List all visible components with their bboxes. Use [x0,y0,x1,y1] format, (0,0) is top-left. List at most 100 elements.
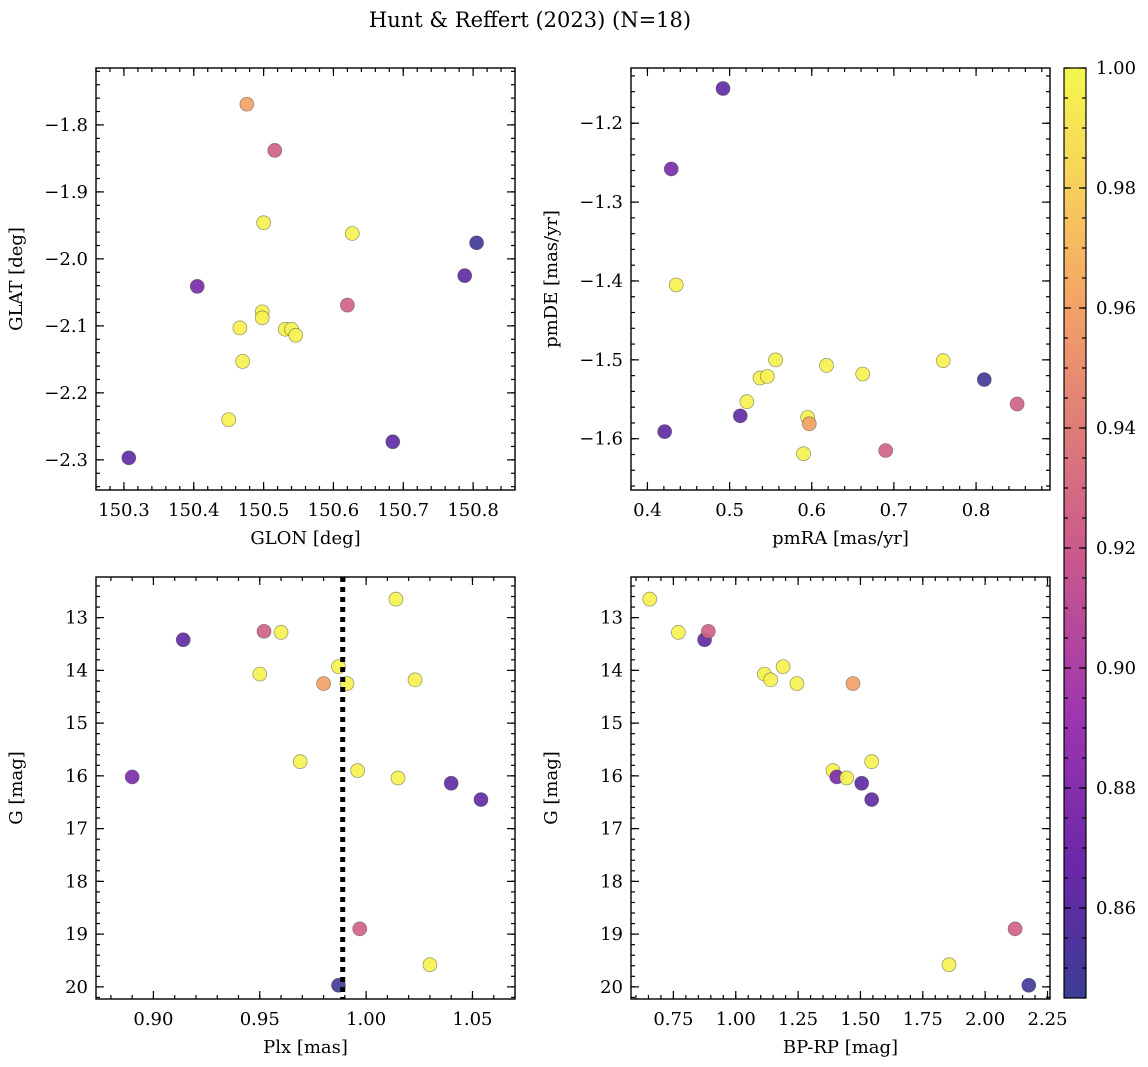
data-point [124,769,140,785]
x-tick-label: 150.8 [447,500,499,521]
y-tick-label: 14 [65,660,88,681]
data-point [344,226,360,241]
colorbar-tick-label: 0.86 [1096,898,1136,919]
colorbar-tick-label: 0.98 [1096,178,1136,199]
data-point [273,625,289,640]
data-point [316,676,331,691]
x-tick-label: 1.50 [840,1009,880,1030]
x-tick-label: 0.75 [653,1009,693,1030]
panel-glon-glat: 150.3 150.4 150.5 150.6 150.7 150.8 −1.8 −1.9 −2… [6,67,516,549]
colorbar-tick-label: 0.96 [1096,298,1136,319]
x-tick-label: 0.6 [797,500,826,521]
data-point [760,369,775,384]
x-tick-label: 0.8 [962,500,991,521]
data-point [941,957,957,973]
x-tick-label: 1.75 [903,1009,943,1030]
x-tick-label: 150.4 [168,500,220,521]
y-tick-label: −2.2 [44,383,88,404]
y-tick-label: −1.5 [579,350,623,371]
data-point [935,353,951,368]
data-point [388,591,404,607]
y-tick-label: 17 [600,819,623,840]
data-point [469,235,484,251]
data-point [175,632,191,648]
y-tick-label: 16 [600,766,623,787]
colorbar-gradient [1063,67,1087,999]
panel-pmra-pmde: 0.4 0.5 0.6 0.7 0.8 −1.2 −1.3 −1.4 −1.5 −1.6 pmRA … [541,67,1051,549]
y-tick-label: 15 [600,713,623,734]
y-tick-label: −1.8 [44,115,88,136]
data-point [839,770,855,786]
data-point [657,424,673,439]
x-tick-label: 150.6 [308,500,360,521]
axes-frame [630,67,1051,491]
figure-title: Hunt & Reffert (2023) (N=18) [369,8,691,32]
y-tick-label: −1.4 [579,271,623,292]
y-tick-label: 18 [65,871,88,892]
x-axis-label: GLON [deg] [250,528,360,549]
y-tick-label: −1.6 [579,429,623,450]
data-point [443,775,459,791]
data-point [1007,921,1023,937]
axes-frame [95,576,516,1000]
data-point [789,676,805,691]
data-point [819,358,834,373]
data-point [350,763,365,778]
y-tick-label: 13 [600,608,623,629]
y-tick-label: 19 [600,924,623,945]
y-tick-label: −2.0 [44,249,88,270]
y-tick-label: −1.2 [579,113,623,134]
data-point [864,792,880,807]
data-point [715,81,731,96]
y-tick-label: 19 [65,924,88,945]
data-point [801,416,817,432]
data-point [775,659,791,675]
x-tick-label: 150.3 [98,500,150,521]
x-tick-label: 1.00 [716,1009,756,1030]
y-tick-label: 20 [600,977,623,998]
data-point [1021,977,1037,993]
data-point [267,143,283,158]
x-tick-label: 1.25 [778,1009,818,1030]
data-point [845,676,861,691]
y-tick-label: 17 [65,819,88,840]
y-tick-label: −1.3 [579,192,623,213]
data-point [340,297,355,313]
x-tick-label: 0.95 [240,1009,280,1030]
axes-frame [630,576,1051,1000]
y-tick-label: −2.3 [44,450,88,471]
data-point [390,770,406,786]
panel-plx-g: 0.90 0.95 1.00 1.05 13 14 15 16 17 18 19 20 Plx [mas… [6,576,516,1058]
data-point [457,268,473,284]
x-tick-label: 2.25 [1027,1009,1067,1030]
y-axis-label: G [mag] [6,751,27,824]
x-tick-label: 0.5 [715,500,744,521]
data-point [232,320,248,336]
data-point [878,443,894,458]
colorbar-tick-label: 0.94 [1096,418,1136,439]
x-axis-label: pmRA [mas/yr] [772,528,909,549]
data-point [700,623,716,639]
x-tick-label: 2.00 [965,1009,1005,1030]
data-point [1009,396,1025,412]
data-point [854,775,870,791]
x-tick-label: 0.4 [633,500,662,521]
x-tick-label: 1.00 [346,1009,386,1030]
data-point [671,625,686,640]
data-point [768,352,783,368]
colorbar-tick-label: 0.90 [1096,658,1136,679]
data-point [976,372,992,387]
y-tick-label: 18 [600,871,623,892]
y-tick-label: −1.9 [44,182,88,203]
panel-bprp-g: 0.75 1.00 1.25 1.50 1.75 2.00 2.25 13 14 15 16 17 18… [541,576,1068,1058]
colorbar-tick-label: 0.92 [1096,538,1136,559]
colorbar-tick-label: 0.88 [1096,778,1136,799]
data-point [189,279,205,294]
x-axis-label: BP-RP [mag] [783,1037,898,1058]
axes-frame [95,67,516,491]
data-point [796,446,811,462]
data-point [239,96,255,112]
colorbar-tick-label: 1.00 [1096,58,1136,79]
data-point [663,161,679,177]
